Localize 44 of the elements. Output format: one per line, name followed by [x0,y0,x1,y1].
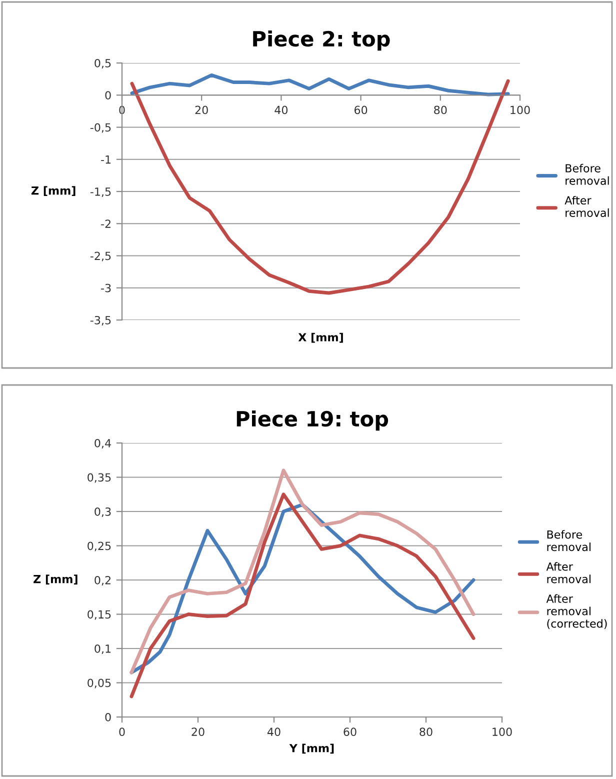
y-tick-label: -3,5 [90,316,111,326]
legend-label: After removal (corrected) [546,594,607,630]
chart-title: Piece 2: top [253,30,390,51]
y-tick-label: 0,25 [88,542,111,552]
x-tick-label: 100 [492,728,512,736]
x-tick-label: 40 [274,106,288,114]
legend-label: Before removal [547,530,590,552]
y-tick-label: 0 [105,91,111,100]
y-axis-title: Z [mm] [34,574,78,585]
chart-title: Piece 19: top [236,410,388,431]
y-tick-label: 0,5 [94,58,111,69]
line-series [130,79,510,295]
x-tick-label: 40 [267,728,280,736]
line-series [130,492,476,698]
x-tick-label: 80 [434,106,447,114]
x-tick-label: 0 [119,728,125,736]
y-tick-label: -0,5 [90,123,111,133]
legend-label: Before removal [566,164,609,185]
y-tick-label: 0,2 [94,576,110,586]
y-tick-label: -2,5 [90,252,111,262]
y-tick-label: 0,35 [88,473,111,483]
y-tick-label: -1,5 [90,188,111,198]
x-tick-label: 20 [195,106,208,114]
line-series [130,73,510,96]
y-tick-label: -1 [101,155,111,164]
x-tick-label: 60 [344,728,356,736]
y-tick-label: 0,05 [88,678,111,688]
y-tick-label: 0,3 [94,507,111,518]
y-axis-title: Z [mm] [31,186,76,196]
y-tick-label: 0,1 [94,644,111,654]
x-tick-label: 100 [510,106,530,114]
x-axis-title: X [mm] [298,332,343,343]
y-tick-label: -3 [101,284,111,292]
legend-label: After removal [546,562,590,584]
x-tick-label: 80 [420,728,432,736]
y-tick-label: 0,15 [88,610,111,620]
y-tick-label: -2 [101,220,110,228]
y-tick-label: 0 [105,712,111,722]
y-tick-label: 0,4 [94,438,111,449]
line-series [130,468,476,674]
x-tick-label: 60 [354,106,368,114]
x-axis-title: Y [mm] [289,744,334,754]
x-tick-label: 20 [192,728,204,736]
legend-label: After removal [564,196,609,217]
